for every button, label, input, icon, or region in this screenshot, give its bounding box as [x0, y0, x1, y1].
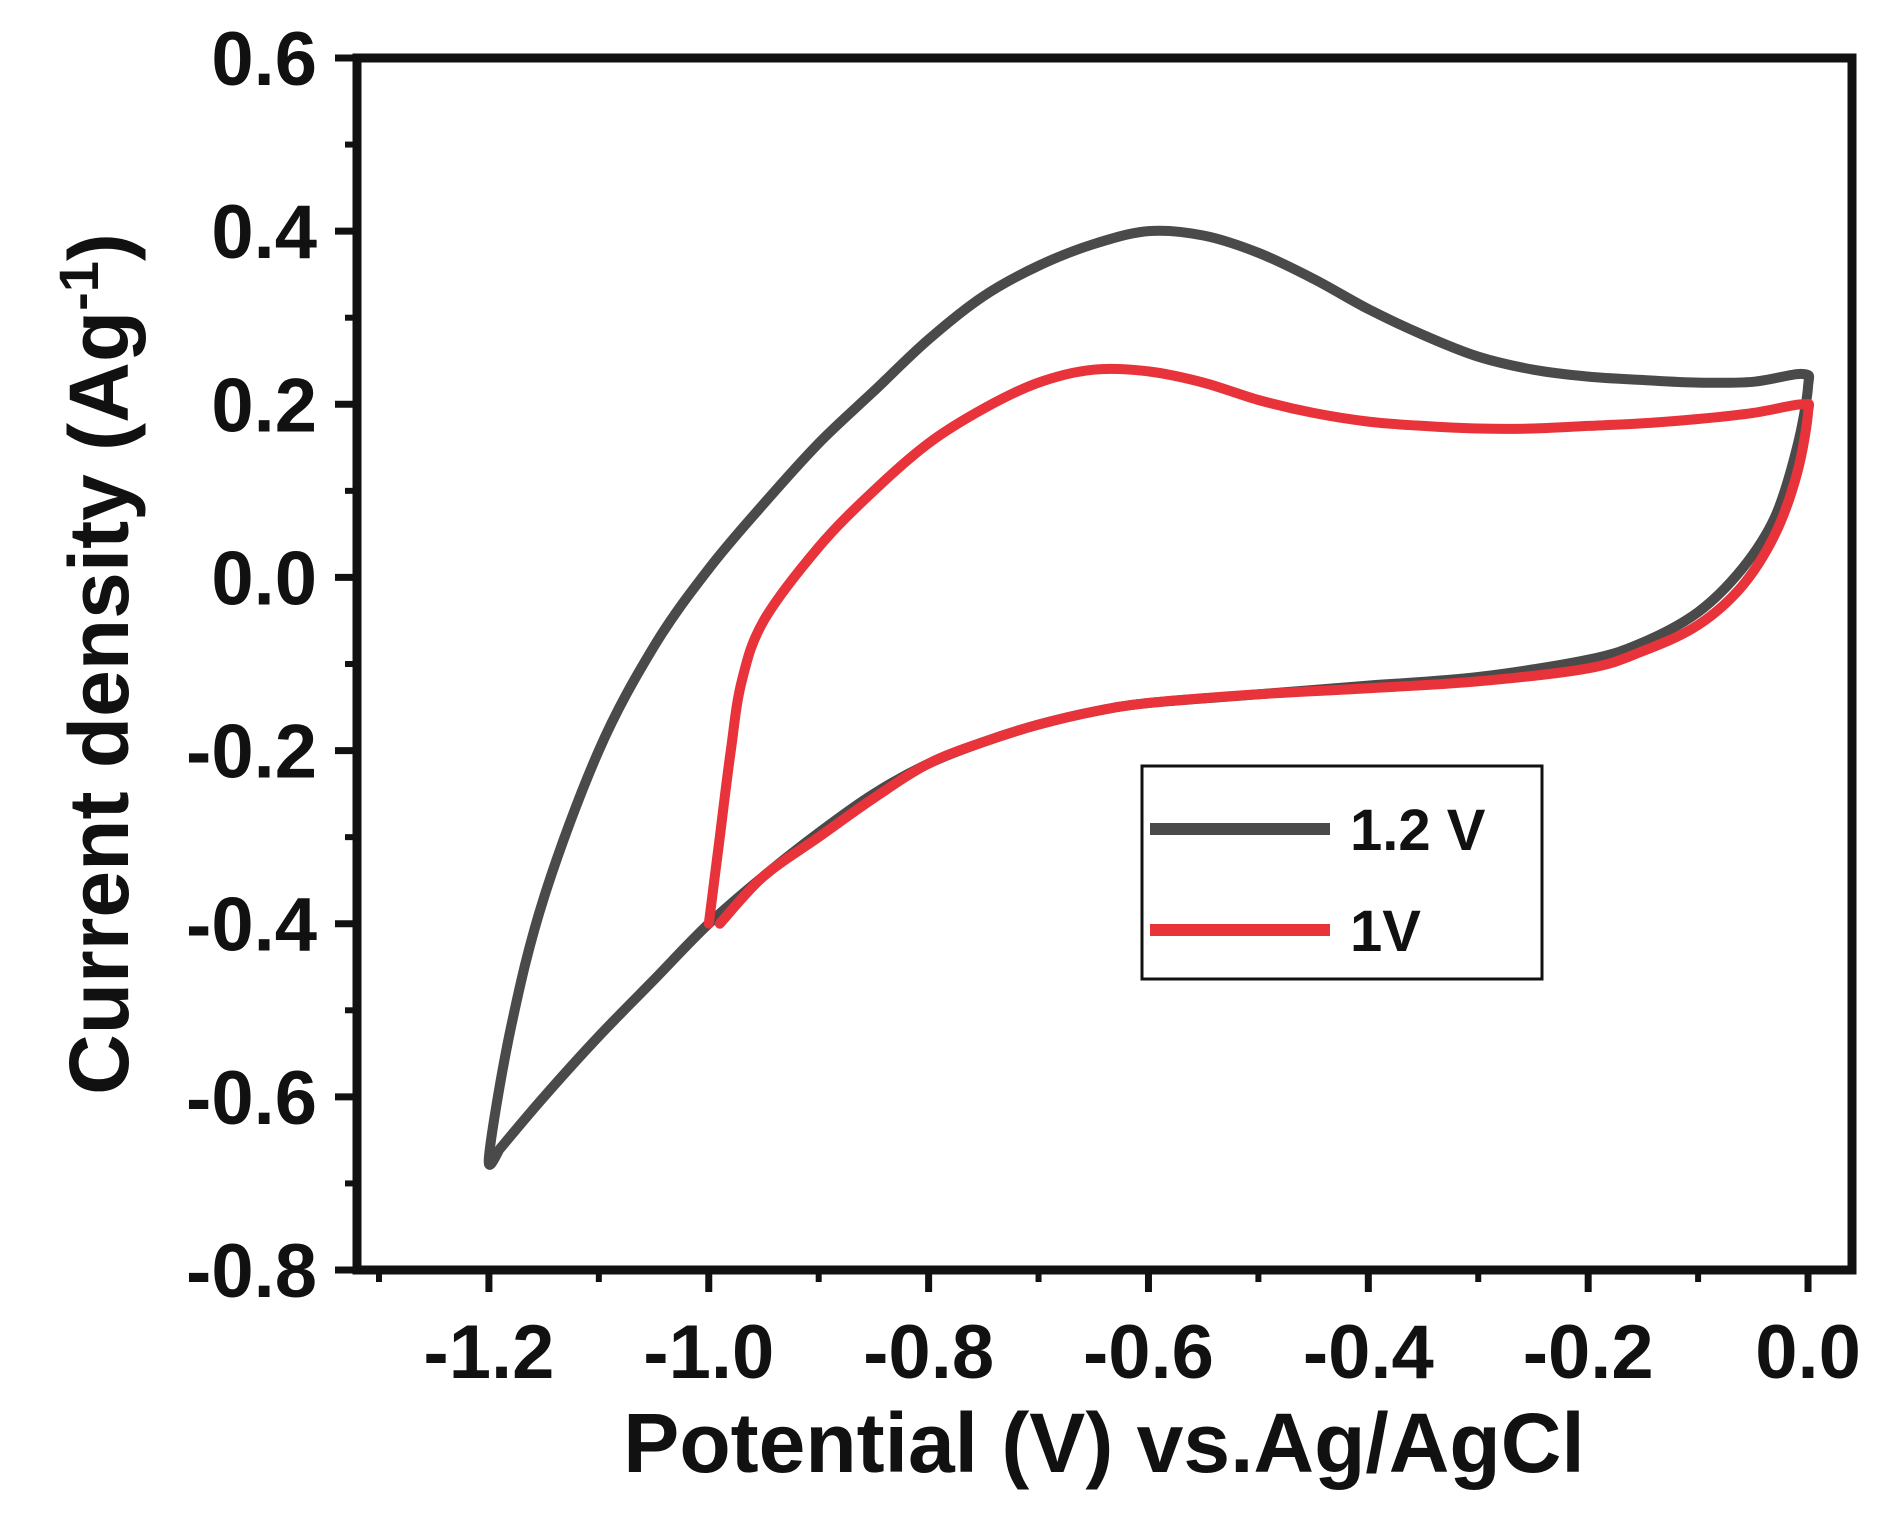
x-tick-label: -0.4: [1303, 1310, 1434, 1395]
x-tick-label: 0.0: [1755, 1310, 1861, 1395]
series-line-1v: [703, 363, 1815, 929]
y-tick-label: 0.4: [211, 190, 317, 275]
x-tick-label: -0.8: [863, 1310, 994, 1395]
y-tick-label: -0.4: [186, 883, 317, 968]
y-tick-label: 0.0: [211, 536, 317, 621]
y-tick-label: -0.6: [186, 1056, 317, 1141]
legend: 1.2 V 1V: [1140, 764, 1544, 981]
y-axis-title: Current density (Ag-1): [47, 233, 146, 1095]
x-tick-label: -0.2: [1523, 1310, 1654, 1395]
ticks-layer: -1.2 -1.0 -0.8 -0.6 -0.4 -0.2 0.0 0.6 0.4 0.2 0.0 -…: [186, 17, 1861, 1395]
y-tick-label: 0.6: [211, 17, 317, 102]
y-tick-label: -0.8: [186, 1229, 317, 1314]
x-axis-title: Potential (V) vs.Ag/AgCl: [623, 1396, 1584, 1490]
y-axis-title-superscript: -1: [47, 261, 110, 311]
legend-label-1v: 1V: [1350, 899, 1421, 964]
legend-box: [1140, 764, 1544, 981]
legend-label-1-2v: 1.2 V: [1350, 798, 1486, 863]
x-tick-label: -1.2: [423, 1310, 554, 1395]
x-tick-label: -1.0: [643, 1310, 774, 1395]
y-tick-label: 0.2: [211, 363, 317, 448]
y-axis-title-close: ): [52, 233, 146, 261]
y-axis-title-main: Current density (Ag: [52, 311, 146, 1095]
x-tick-label: -0.6: [1083, 1310, 1214, 1395]
y-tick-label: -0.2: [186, 710, 317, 795]
series-layer: [483, 225, 1815, 1170]
